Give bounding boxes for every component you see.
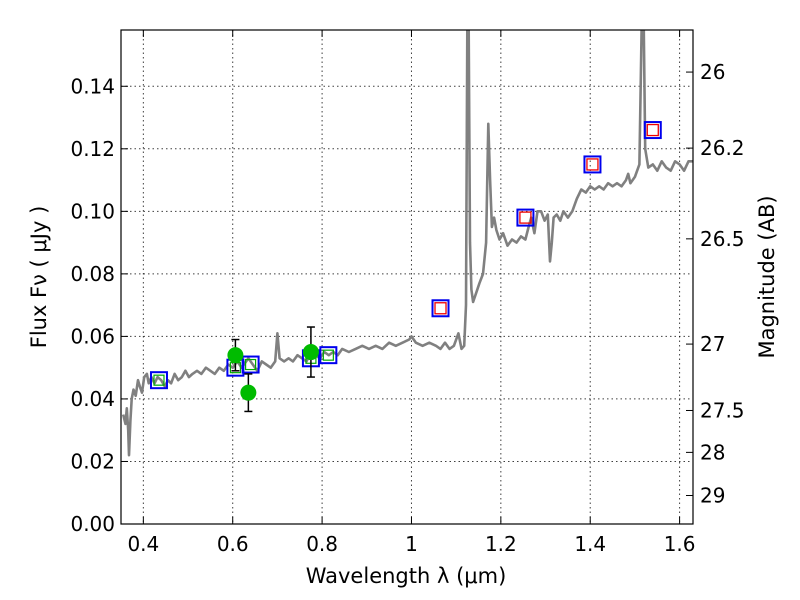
ticks: 0.4 0.6 0.8 1 1.2 1.4 1.6 0.00 0.02 0.04 0.06 0.08 0… — [70, 30, 745, 556]
magnitude-tick-label: 26.2 — [700, 136, 745, 160]
model-nir-inner — [519, 211, 532, 224]
x-tick-label: 1 — [405, 532, 418, 556]
magnitude-tick-label: 26.5 — [700, 227, 745, 251]
spectrum-layer — [121, 30, 693, 457]
magnitude-axis-label: Magnitude (AB) — [755, 195, 779, 358]
grid — [121, 30, 693, 524]
observed-point — [240, 384, 257, 401]
x-tick-label: 1.6 — [664, 532, 696, 556]
y-tick-label: 0.04 — [70, 387, 115, 411]
x-axis-label: Wavelength λ (μm) — [306, 564, 507, 588]
x-tick-label: 0.4 — [127, 532, 159, 556]
y-axis-label: Flux Fν ( μJy ) — [27, 206, 51, 349]
model-nir-inner — [586, 158, 599, 171]
y-tick-label: 0.10 — [70, 199, 115, 223]
model-optical-inner — [244, 358, 257, 371]
model-nir-inner — [646, 123, 659, 137]
plot-frame — [120, 29, 694, 525]
y-tick-label: 0.08 — [70, 262, 115, 286]
magnitude-tick-label: 28 — [700, 440, 725, 464]
model-nir-inner — [434, 302, 447, 315]
marker-layer — [149, 121, 662, 413]
magnitude-tick-label: 27.5 — [700, 398, 745, 422]
x-tick-label: 0.8 — [306, 532, 338, 556]
y-tick-label: 0.14 — [70, 74, 115, 98]
model-optical-box — [319, 346, 338, 365]
observed-point — [227, 347, 244, 364]
model-nir-box — [643, 121, 662, 140]
model-optical-box — [241, 355, 260, 374]
x-tick-label: 1.2 — [485, 532, 517, 556]
y-tick-label: 0.00 — [70, 512, 115, 536]
y-tick-label: 0.02 — [70, 449, 115, 473]
magnitude-tick-label: 26 — [700, 60, 725, 84]
model-optical-inner — [153, 374, 165, 386]
y-tick-label: 0.06 — [70, 324, 115, 348]
observed-point — [302, 344, 319, 361]
x-tick-label: 1.4 — [574, 532, 606, 556]
magnitude-tick-label: 29 — [700, 483, 725, 507]
y-tick-label: 0.12 — [70, 137, 115, 161]
model-nir-box — [516, 208, 535, 227]
model-optical-box — [149, 371, 168, 390]
spectrum-line — [121, 30, 693, 457]
model-optical-inner — [322, 349, 334, 361]
x-tick-label: 0.6 — [217, 532, 249, 556]
model-nir-box — [431, 299, 450, 318]
model-nir-box — [583, 155, 602, 174]
magnitude-tick-label: 27 — [700, 332, 725, 356]
